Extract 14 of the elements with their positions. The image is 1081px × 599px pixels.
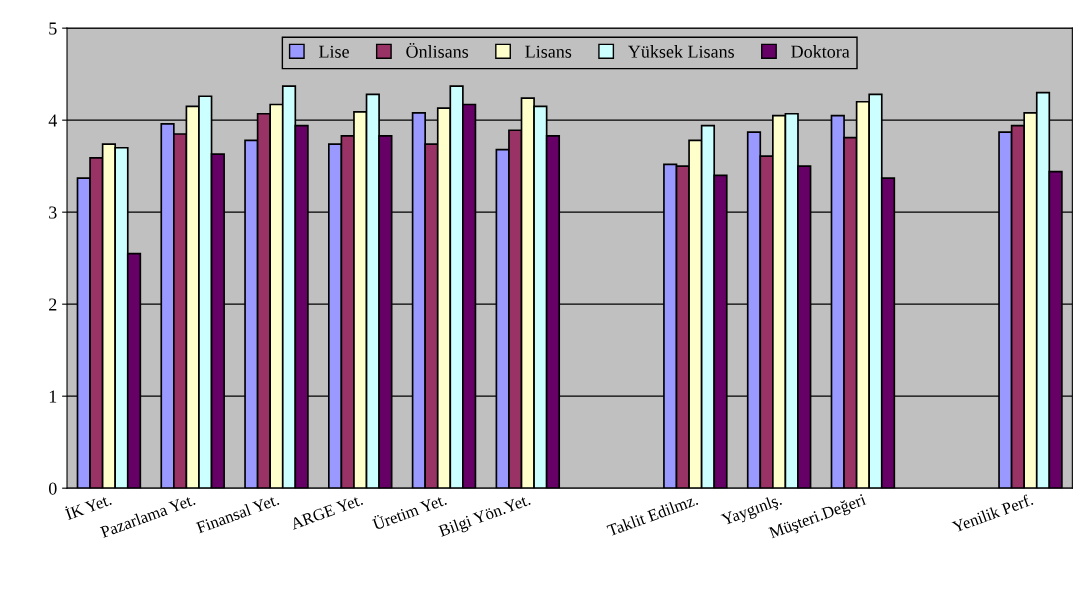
legend-label: Doktora [791,45,850,58]
y-tick-label: 0 [48,482,57,495]
legend-label: Yüksek Lisans [628,45,734,58]
x-tick-label: Yenilik Perf. [951,493,1034,533]
legend-label: Önlisans [406,42,469,58]
y-tick-label: 3 [49,206,57,219]
y-tick-label: 2 [49,298,57,311]
legend-label: Lise [319,45,349,58]
x-tick-label: Taklit Edilmz. [606,493,699,537]
legend-label: Lisans [525,45,572,58]
x-tick-label: ARGE Yet. [289,493,364,530]
y-tick-label: 1 [49,390,57,403]
y-tick-label: 4 [48,114,58,127]
y-tick-label: 5 [49,22,57,35]
